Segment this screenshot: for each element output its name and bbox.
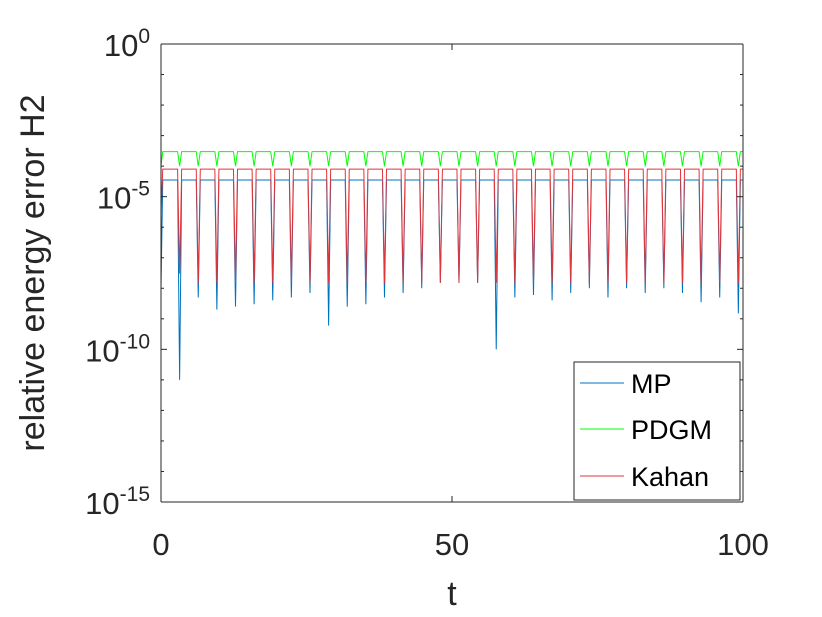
x-tick-label: 50 xyxy=(435,527,469,562)
series-line-pdgm xyxy=(160,151,743,167)
y-tick-label: 10-10 xyxy=(85,330,150,368)
series-layer xyxy=(160,151,743,380)
y-tick-label: 10-5 xyxy=(97,178,150,216)
y-tick-label: 100 xyxy=(104,25,150,63)
axes-layer xyxy=(160,43,744,503)
x-tick-label: 0 xyxy=(152,527,169,562)
series-line-kahan xyxy=(160,168,743,283)
legend-label-kahan: Kahan xyxy=(631,462,709,492)
x-tick-label: 100 xyxy=(717,527,769,562)
legend-items: MP PDGM Kahan xyxy=(580,369,712,492)
legend-label-pdgm: PDGM xyxy=(631,415,712,445)
legend-label-mp: MP xyxy=(631,369,672,399)
x-axis-label: t xyxy=(447,575,457,613)
legend: MP PDGM Kahan xyxy=(573,361,741,501)
ticks-layer: 0 50 100 100 10-5 10-10 10-15 xyxy=(85,25,769,562)
y-tick-label: 10-15 xyxy=(85,483,150,521)
y-axis-label: relative energy error H2 xyxy=(14,94,52,451)
legend-box xyxy=(573,361,741,501)
